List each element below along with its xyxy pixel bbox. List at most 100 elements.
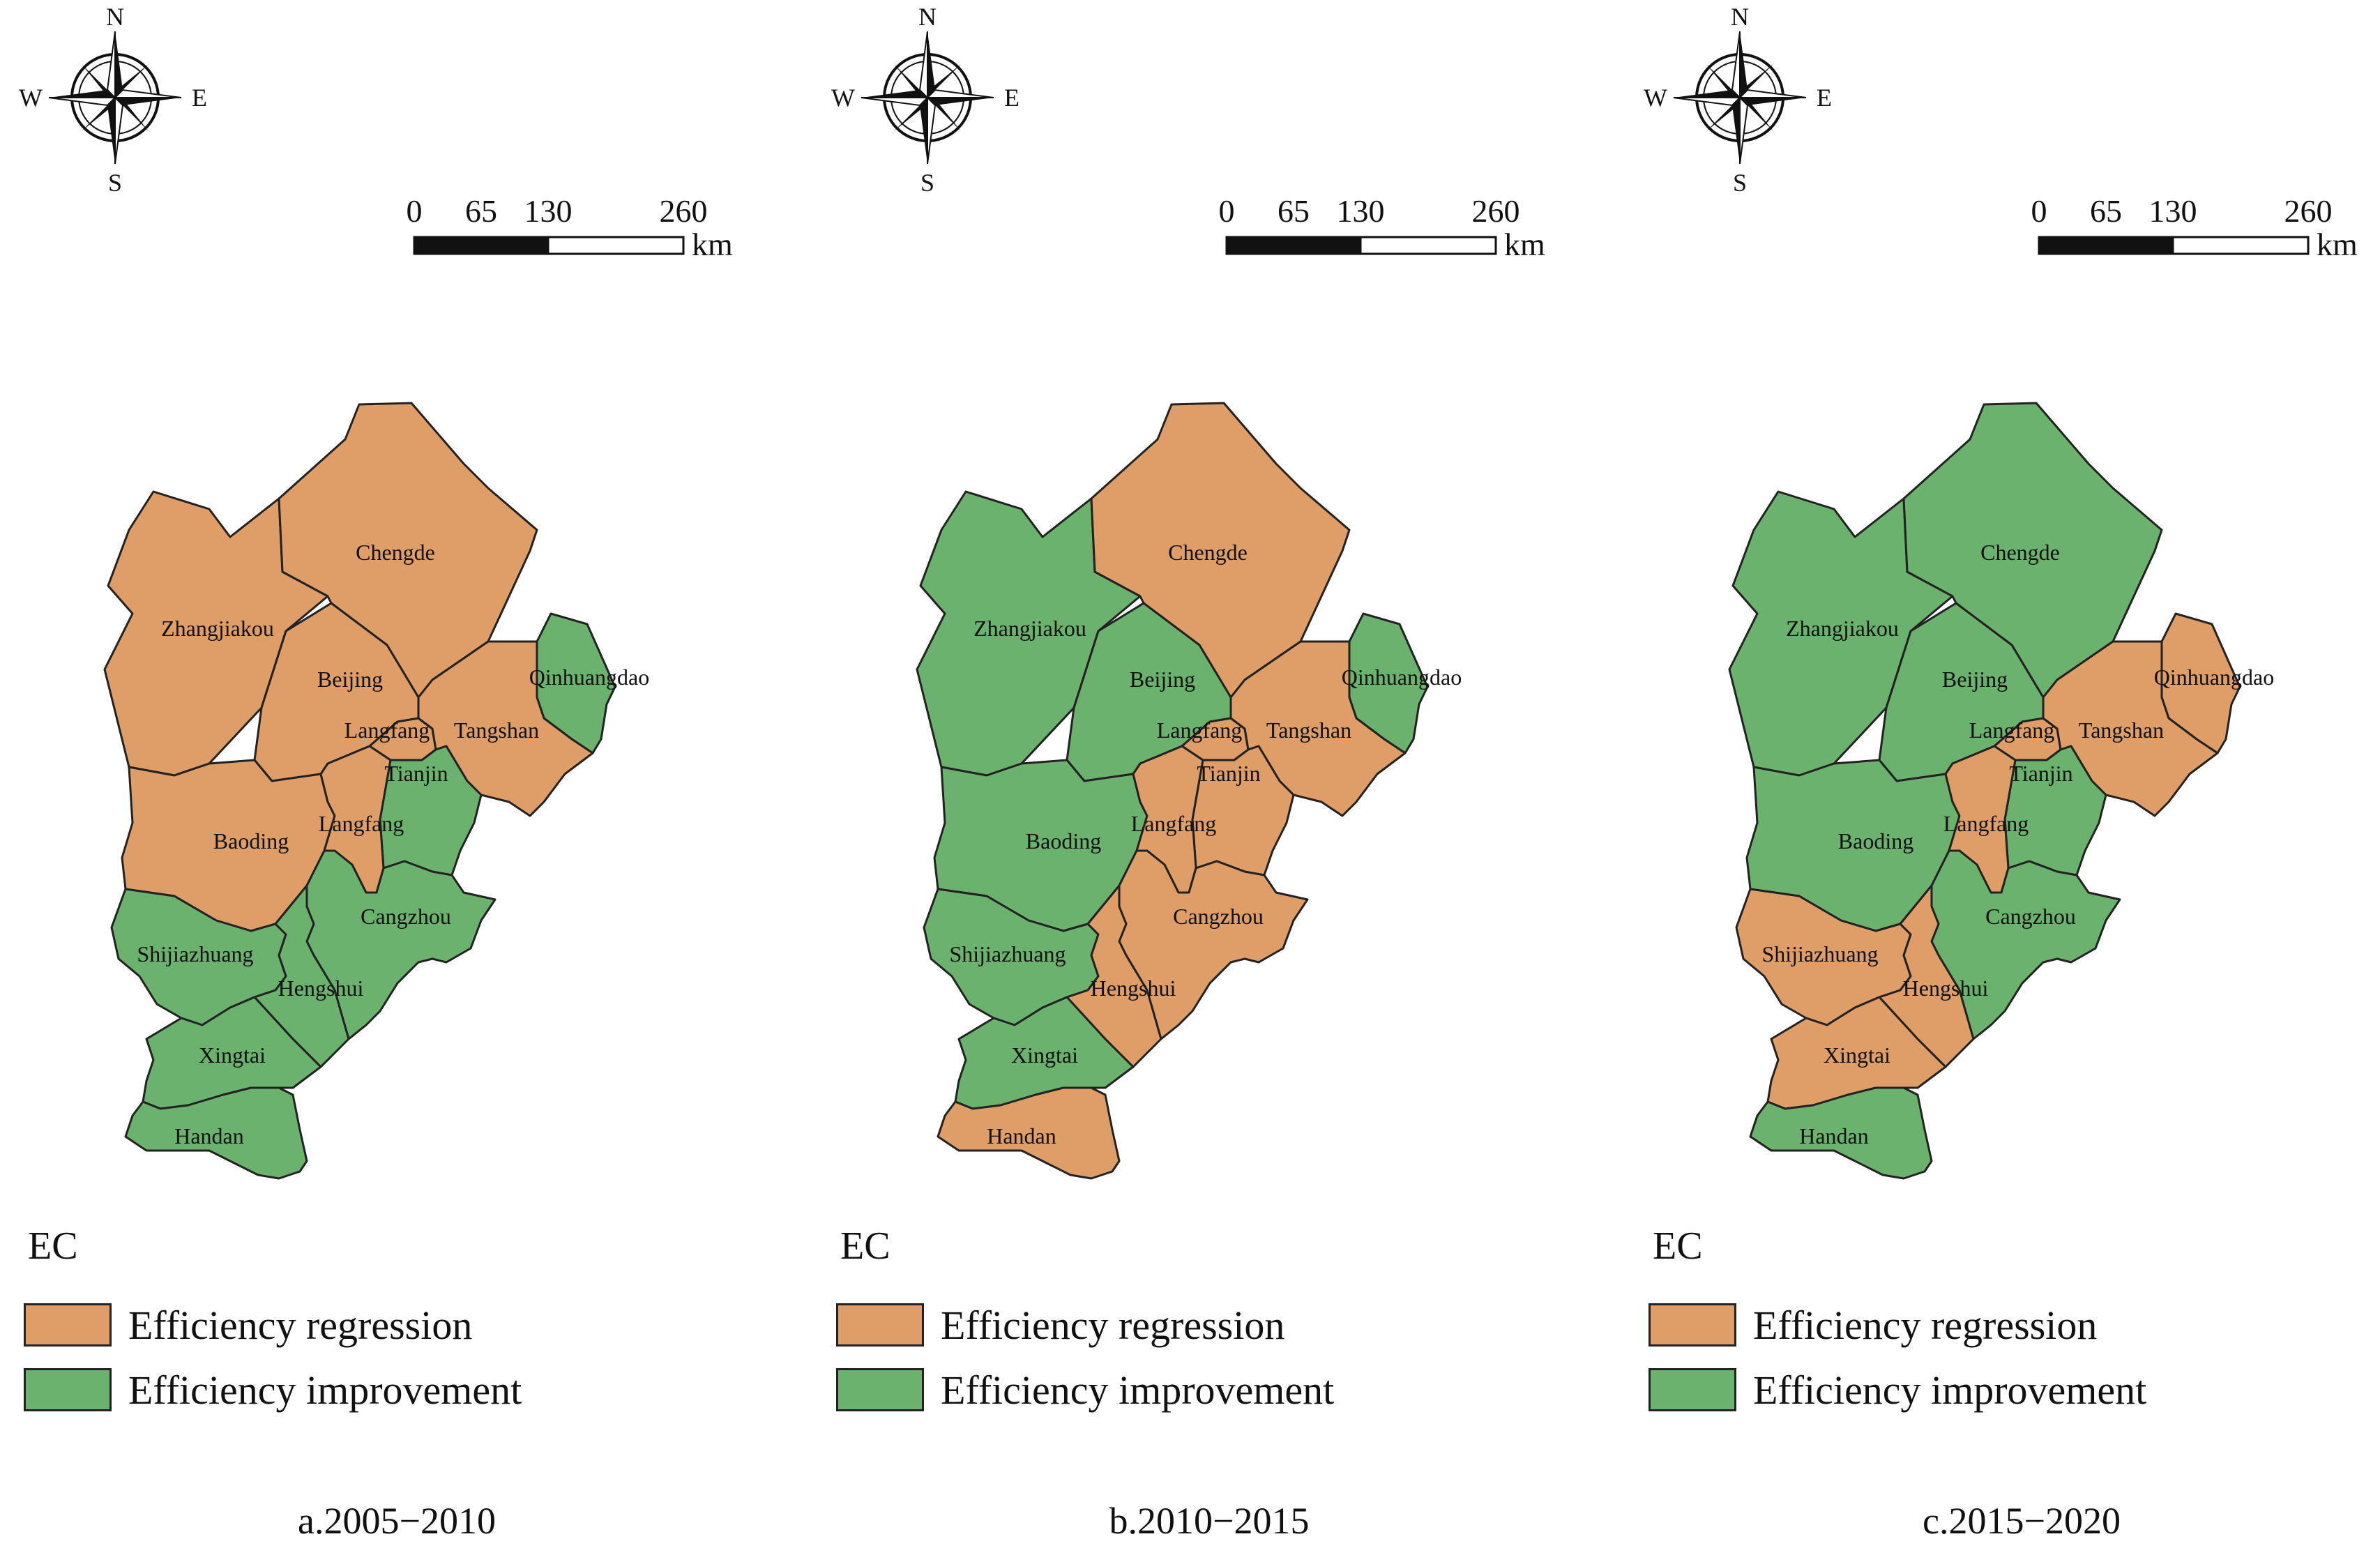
region-layer [103,402,616,1180]
compass-west-label: W [19,84,43,112]
legend-swatch-improvement [1648,1368,1736,1411]
legend-title: EC [1653,1224,1703,1268]
compass-south-label: S [920,169,934,197]
label-tianjin: Tianjin [384,761,448,786]
compass-north-label: N [918,3,937,31]
scale-tick-65: 65 [1278,193,1310,229]
region-chengde [1902,402,2163,699]
label-hengshui: Hengshui [1091,976,1176,1001]
scale-unit-label: km [1504,227,1545,262]
label-chengde: Chengde [1168,540,1248,565]
scale-tick-260: 260 [660,193,708,229]
label-handan: Handan [1799,1123,1869,1148]
panel-caption: c.2015−2020 [1923,1500,2121,1542]
compass-south-label: S [1733,169,1747,197]
compass-rose-icon: N S E W [19,3,207,197]
label-handan: Handan [174,1123,244,1148]
scale-unit-label: km [2317,227,2358,262]
label-langfang-north: Langfang [1157,718,1243,743]
scale-unit-label: km [692,227,733,262]
legend-regression: Efficiency regression [24,1300,472,1349]
region-zhangjiakou [1728,490,1954,777]
label-baoding: Baoding [1026,828,1101,854]
legend-label-regression: Efficiency regression [941,1302,1285,1348]
label-shijiazhuang: Shijiazhuang [949,941,1066,966]
compass-north-label: N [106,3,124,31]
label-beijing: Beijing [317,667,383,692]
region-labels: Chengde Zhangjiakou Beijing Qinhuangdao … [949,540,1462,1148]
label-cangzhou: Cangzhou [1173,904,1264,929]
legend-label-regression: Efficiency regression [128,1302,473,1348]
compass-west-label: W [831,84,855,112]
region-labels: Chengde Zhangjiakou Beijing Qinhuangdao … [137,540,649,1148]
label-cangzhou: Cangzhou [361,904,451,929]
compass-east-label: E [1004,84,1020,112]
map-panel-1: N S E W 0 65 130 260 km [0,0,794,1555]
region-labels: Chengde Zhangjiakou Beijing Qinhuangdao … [1761,540,2274,1148]
scale-bar: 0 65 130 260 km [1219,193,1546,262]
label-shijiazhuang: Shijiazhuang [137,941,253,966]
compass-rose-icon: N S E W [1644,3,1832,197]
legend-label-improvement: Efficiency improvement [128,1367,522,1413]
legend-improvement: Efficiency improvement [836,1365,1334,1414]
region-layer [1728,402,2241,1180]
legend-label-improvement: Efficiency improvement [941,1367,1335,1413]
label-qinhuangdao: Qinhuangdao [2154,665,2274,690]
label-tianjin: Tianjin [2009,761,2072,786]
scale-bar: 0 65 130 260 km [407,193,734,262]
label-langfang-south: Langfang [1943,811,2029,836]
scale-tick-65: 65 [465,193,497,229]
compass-south-label: S [108,169,122,197]
label-baoding: Baoding [213,828,289,854]
compass-rose-icon: N S E W [831,3,1020,197]
label-tianjin: Tianjin [1197,761,1260,786]
legend-swatch-regression [1648,1303,1736,1347]
label-handan: Handan [987,1123,1056,1148]
scale-tick-0: 0 [1219,193,1235,229]
label-langfang-north: Langfang [344,718,430,743]
legend-label-regression: Efficiency regression [1753,1302,2098,1348]
panel-caption: b.2010−2015 [1109,1500,1310,1542]
scale-tick-260: 260 [2284,193,2333,229]
compass-east-label: E [192,84,207,112]
legend-title: EC [840,1224,890,1268]
label-beijing: Beijing [1942,667,2008,692]
label-chengde: Chengde [356,540,435,565]
compass-west-label: W [1644,84,1667,112]
label-xingtai: Xingtai [1824,1042,1890,1068]
label-qinhuangdao: Qinhuangdao [1342,665,1462,690]
label-baoding: Baoding [1838,828,1913,854]
legend-title: EC [28,1224,78,1268]
legend-swatch-regression [836,1303,924,1347]
legend-swatch-regression [24,1303,112,1347]
compass-north-label: N [1731,3,1749,31]
label-langfang-south: Langfang [1131,811,1217,836]
label-qinhuangdao: Qinhuangdao [529,665,649,690]
label-hengshui: Hengshui [278,976,364,1001]
map-svg: N S E W 0 65 130 260 km [1644,3,2358,1180]
map-panel-2: N S E W 0 65 130 260 km [812,0,1606,1555]
legend-regression: Efficiency regression [836,1300,1284,1349]
region-handan [1749,1086,1933,1180]
scale-bar: 0 65 130 260 km [2031,193,2358,262]
label-tangshan: Tangshan [454,718,539,743]
label-tangshan: Tangshan [2079,718,2164,743]
scale-tick-65: 65 [2090,193,2122,229]
legend-swatch-improvement [836,1368,924,1411]
label-langfang-north: Langfang [1969,718,2055,743]
scale-tick-130: 130 [1337,193,1385,229]
label-tangshan: Tangshan [1266,718,1351,743]
label-beijing: Beijing [1130,667,1195,692]
label-xingtai: Xingtai [1011,1042,1078,1068]
map-panel-3: N S E W 0 65 130 260 km [1625,0,2380,1555]
legend-regression: Efficiency regression [1648,1300,2097,1349]
legend-improvement: Efficiency improvement [1648,1365,2146,1414]
label-hengshui: Hengshui [1903,976,1989,1001]
label-xingtai: Xingtai [199,1042,266,1068]
region-handan [937,1086,1121,1180]
legend-swatch-improvement [24,1368,112,1411]
label-shijiazhuang: Shijiazhuang [1761,941,1878,966]
region-chengde [1090,402,1351,699]
panel-caption: a.2005−2010 [298,1500,496,1542]
label-cangzhou: Cangzhou [1985,904,2076,929]
